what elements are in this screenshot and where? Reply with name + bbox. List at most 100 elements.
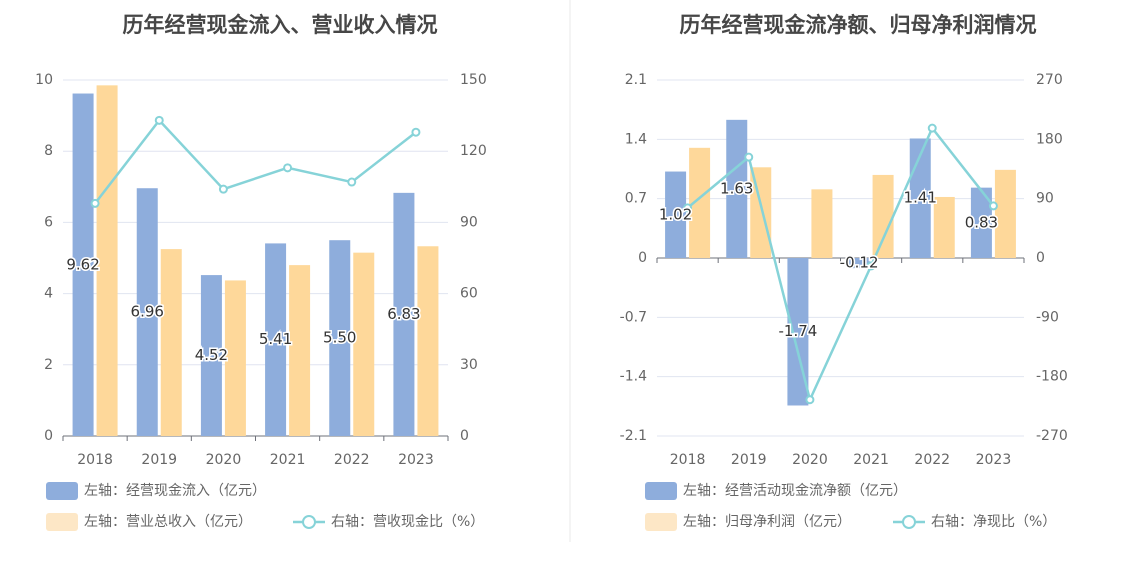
line-series: [686, 125, 995, 404]
legend-label: 右轴：营收现金比（%）: [331, 514, 484, 530]
bar-series2: [933, 196, 955, 258]
x-tick-label: 2020: [792, 452, 828, 468]
y2-tick-label: 90: [1036, 191, 1054, 207]
y-tick-label: 2: [44, 357, 53, 373]
y2-tick-label: 90: [460, 214, 478, 230]
y2-tick-label: -270: [1036, 428, 1068, 444]
x-tick-label: 2019: [141, 452, 177, 468]
y-tick-label: -0.7: [620, 309, 647, 325]
x-tick-label: 2021: [853, 452, 889, 468]
y-tick-label: 0: [638, 250, 647, 266]
y2-tick-label: 0: [1036, 250, 1045, 266]
bar-series2: [353, 252, 375, 436]
x-tick-label: 2020: [206, 452, 242, 468]
bar-series1: [848, 258, 870, 269]
bar-series1: [393, 192, 415, 436]
legend-label: 左轴：经营活动现金流净额（亿元）: [683, 483, 907, 499]
y-tick-label: 0: [44, 428, 53, 444]
legend-label: 左轴：归母净利润（亿元）: [683, 513, 851, 530]
y-tick-label: 6: [44, 214, 53, 230]
data-label: 9.62: [66, 255, 99, 273]
y2-tick-label: 180: [1036, 131, 1063, 147]
line-point: [347, 177, 357, 187]
y2-tick-label: 60: [460, 286, 478, 302]
y2-tick-label: 270: [1036, 72, 1063, 88]
data-label: 6.96: [131, 303, 164, 321]
legend-swatch: [46, 482, 78, 500]
line-point: [154, 115, 164, 125]
bar-series1: [72, 93, 94, 436]
bar-series1: [265, 243, 287, 436]
line-series: [94, 118, 417, 205]
bar-series1: [200, 275, 222, 436]
chart-panel-2: 历年经营现金流净额、归母净利润情况 -2.1 -270 -1.4 -180 -0.7 -90…: [620, 13, 1068, 531]
data-label: 4.52: [195, 346, 228, 364]
legend-label: 左轴：经营现金流入（亿元）: [84, 483, 266, 499]
line-point: [683, 203, 693, 213]
line-point: [90, 198, 100, 208]
data-label: 1.02: [659, 205, 692, 223]
legend-swatch-point: [302, 515, 316, 529]
x-tick-label: 2023: [398, 452, 434, 468]
y-tick-label: 4: [44, 286, 53, 302]
bar-series2: [289, 265, 311, 436]
data-label: 1.63: [720, 179, 753, 197]
bar-series2: [224, 280, 246, 436]
y-tick-label: 0.7: [625, 191, 647, 207]
y-tick-label: -1.4: [620, 369, 647, 385]
bar-series1: [136, 188, 158, 436]
legend-swatch: [46, 513, 78, 531]
y2-tick-label: 0: [460, 428, 469, 444]
line-point: [927, 123, 937, 133]
line-point: [988, 201, 998, 211]
y-tick-label: 10: [35, 72, 53, 88]
data-label: 5.41: [259, 330, 292, 348]
line-point: [218, 184, 228, 194]
legend-swatch: [645, 482, 677, 500]
y2-tick-label: 150: [460, 72, 487, 88]
data-label: 0.83: [965, 213, 998, 231]
bar-series2: [417, 246, 439, 436]
data-label: 6.83: [387, 305, 420, 323]
y-tick-label: -2.1: [620, 428, 647, 444]
data-label: 1.41: [904, 189, 937, 207]
bar-series2: [994, 169, 1016, 258]
y-tick-label: 8: [44, 143, 53, 159]
legend-label: 左轴：营业总收入（亿元）: [84, 514, 252, 530]
x-tick-label: 2018: [77, 452, 113, 468]
legend-label: 右轴：净现比（%）: [931, 514, 1056, 530]
legend-swatch-point: [902, 515, 916, 529]
data-label: 5.50: [323, 329, 356, 347]
x-tick-label: 2018: [670, 452, 706, 468]
x-tick-label: 2022: [334, 452, 370, 468]
x-tick-label: 2019: [731, 452, 767, 468]
line-point: [283, 163, 293, 173]
bar-series1: [726, 119, 748, 258]
bar-series2: [689, 147, 711, 258]
data-label: -0.12: [840, 254, 879, 272]
bar-series1: [665, 171, 687, 258]
bar-series2: [872, 174, 894, 258]
line-point: [805, 395, 815, 405]
y2-tick-label: -180: [1036, 369, 1068, 385]
chart-title: 历年经营现金流入、营业收入情况: [123, 13, 438, 37]
line-point: [744, 152, 754, 162]
line-point: [866, 261, 876, 271]
legend-swatch: [645, 513, 677, 531]
y2-tick-label: 120: [460, 143, 487, 159]
y2-tick-label: 30: [460, 357, 478, 373]
y2-tick-label: -90: [1036, 309, 1059, 325]
bar-series2: [750, 167, 772, 258]
x-tick-label: 2023: [976, 452, 1012, 468]
data-label: -1.74: [779, 322, 818, 340]
x-tick-label: 2021: [270, 452, 306, 468]
bar-series2: [811, 189, 833, 258]
y-tick-label: 1.4: [625, 131, 647, 147]
chart-title: 历年经营现金流净额、归母净利润情况: [680, 13, 1037, 37]
x-tick-label: 2022: [914, 452, 950, 468]
bar-series1: [970, 187, 992, 258]
bar-series2: [160, 249, 182, 436]
line-point: [411, 127, 421, 137]
chart-panel-1: 历年经营现金流入、营业收入情况 0 0 2 30 4 60 6 90 8 120 10 150 2018 2…: [35, 13, 487, 531]
